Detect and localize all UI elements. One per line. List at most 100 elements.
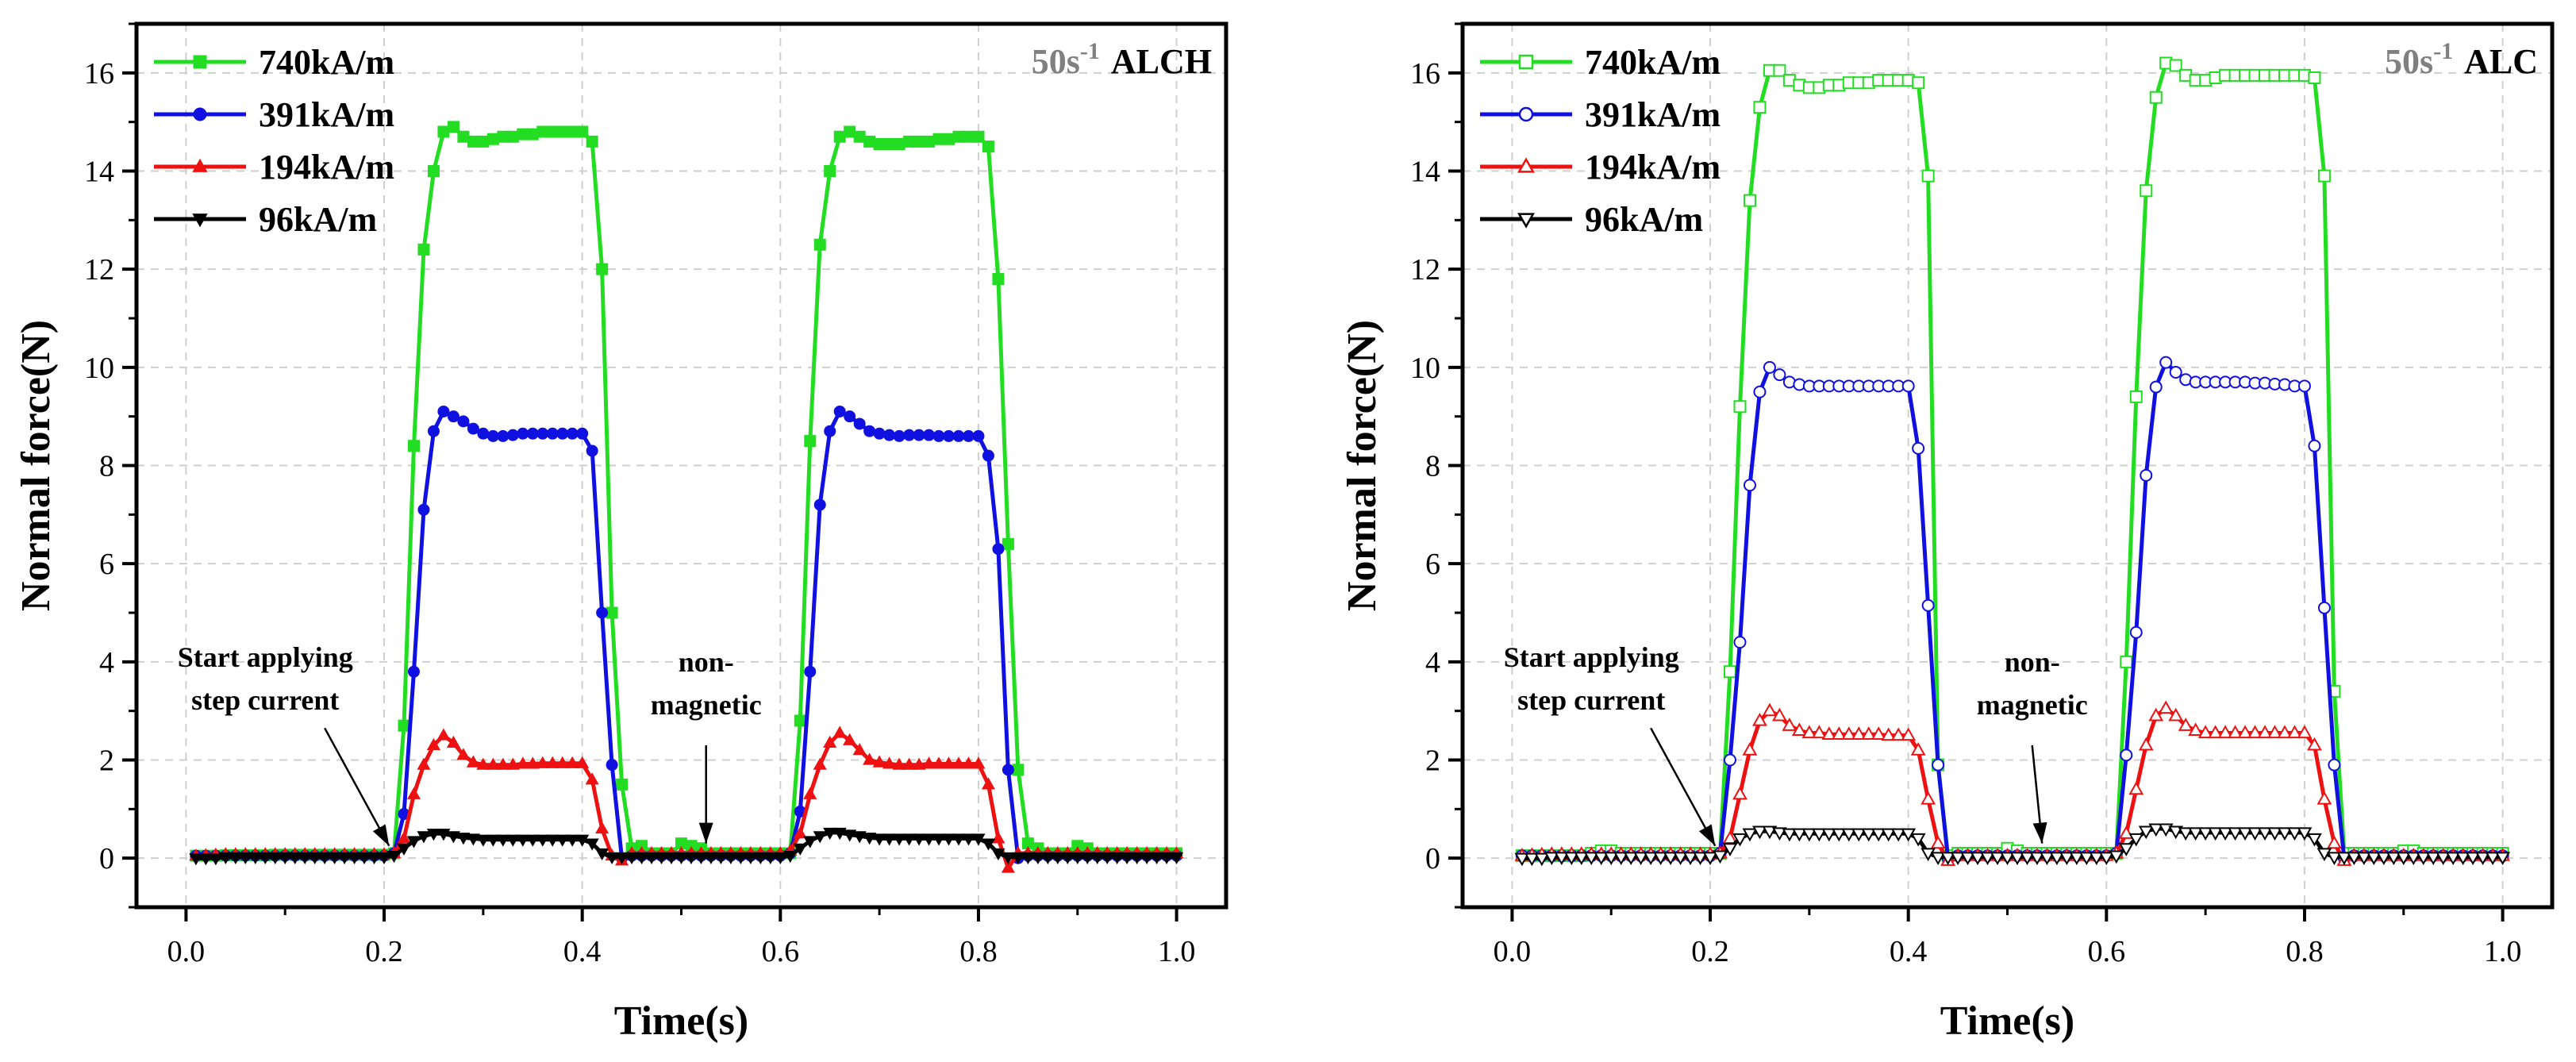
annotation-line: Start applying xyxy=(1504,641,1679,673)
data-point xyxy=(921,833,936,846)
data-point xyxy=(804,665,817,678)
x-tick-label: 0.8 xyxy=(2286,935,2324,968)
data-point xyxy=(1743,194,1756,207)
data-point xyxy=(1071,852,1085,864)
data-point xyxy=(823,827,837,841)
data-point xyxy=(1752,825,1767,840)
data-point xyxy=(417,243,430,256)
legend-marker xyxy=(193,107,207,121)
data-point xyxy=(992,273,1005,286)
data-point xyxy=(2237,827,2253,841)
data-point xyxy=(386,850,402,864)
data-point xyxy=(1031,852,1045,864)
y-axis-title: Normal force(N) xyxy=(13,320,59,611)
data-point xyxy=(1862,76,1875,90)
data-point xyxy=(2000,852,2015,866)
data-point xyxy=(268,852,283,864)
data-point xyxy=(1613,852,1629,866)
chart-right: 0.0 0.2 0.4 0.6 0.8 1.0 0 2 4 6 8 10 12 14 16 Time(s) No… xyxy=(1340,21,2555,1044)
data-point xyxy=(1733,400,1747,414)
data-point xyxy=(1722,830,1738,845)
data-point xyxy=(426,829,441,841)
x-tick-label: 1.0 xyxy=(2484,935,2522,968)
data-point xyxy=(1120,852,1134,864)
data-point xyxy=(635,852,649,864)
data-point xyxy=(1673,852,1689,866)
data-point xyxy=(1851,828,1867,842)
data-point xyxy=(1921,169,1935,183)
data-point xyxy=(2267,725,2282,739)
data-point xyxy=(2356,852,2372,866)
data-point xyxy=(2416,852,2432,866)
data-point xyxy=(516,756,530,769)
data-point xyxy=(2297,379,2311,393)
data-point xyxy=(1011,852,1025,864)
data-point xyxy=(1772,707,1787,721)
data-point xyxy=(328,852,342,864)
data-point xyxy=(545,756,559,768)
y-tick-label: 10 xyxy=(84,352,114,385)
data-point xyxy=(991,848,1005,861)
data-point xyxy=(1920,848,1936,862)
data-point xyxy=(278,852,292,864)
data-point xyxy=(2366,852,2382,866)
legend-marker xyxy=(1517,157,1535,173)
data-point xyxy=(2168,825,2184,840)
data-point xyxy=(773,852,787,864)
data-point xyxy=(576,427,589,440)
data-point xyxy=(2287,725,2302,739)
series-line xyxy=(195,830,1177,860)
data-point xyxy=(941,756,956,769)
data-point xyxy=(1960,852,1975,866)
data-point xyxy=(2308,439,2321,452)
data-point xyxy=(1813,81,1826,94)
data-point xyxy=(2009,852,2025,866)
data-point xyxy=(813,757,827,770)
data-point xyxy=(496,757,510,770)
data-point xyxy=(1080,852,1094,864)
x-axis: 0.0 0.2 0.4 0.6 0.8 1.0 xyxy=(167,907,1195,968)
data-point xyxy=(2128,833,2144,847)
y-tick-label: 16 xyxy=(84,57,114,90)
data-point xyxy=(466,755,480,768)
x-axis-title: Time(s) xyxy=(614,999,748,1044)
data-point xyxy=(1912,441,1925,455)
data-point xyxy=(1851,726,1867,740)
data-point xyxy=(952,833,966,846)
data-point xyxy=(1841,828,1857,842)
data-point xyxy=(436,728,451,741)
data-point xyxy=(536,834,550,847)
series-391kA/m xyxy=(190,405,1183,864)
data-point xyxy=(1910,742,1926,756)
data-point xyxy=(1753,385,1767,398)
series-96kA/m xyxy=(1514,823,2511,867)
data-point xyxy=(2120,748,2133,762)
data-point xyxy=(882,833,897,846)
data-point xyxy=(486,757,500,770)
data-point xyxy=(447,410,459,423)
data-point xyxy=(1921,598,1935,612)
data-point xyxy=(377,852,391,864)
data-point xyxy=(1831,828,1847,842)
annotation-arrow-head xyxy=(372,824,390,846)
data-point xyxy=(902,833,917,846)
data-point xyxy=(2129,625,2143,639)
data-point xyxy=(1772,827,1787,841)
data-point xyxy=(2228,827,2243,841)
data-point xyxy=(556,756,570,768)
data-point xyxy=(2326,835,2342,849)
data-point xyxy=(1901,727,1917,741)
data-point xyxy=(367,852,382,864)
annotation-arrow-line xyxy=(324,727,390,847)
annotation-line: step current xyxy=(191,684,339,716)
data-point xyxy=(2188,827,2204,841)
data-point xyxy=(961,756,976,769)
data-point xyxy=(526,427,539,440)
data-point xyxy=(2405,852,2421,866)
data-point xyxy=(477,135,490,148)
data-point xyxy=(556,834,570,847)
data-point xyxy=(704,852,718,864)
y-tick-label: 0 xyxy=(1425,842,1440,875)
data-point xyxy=(407,440,420,452)
data-point xyxy=(2089,852,2105,866)
